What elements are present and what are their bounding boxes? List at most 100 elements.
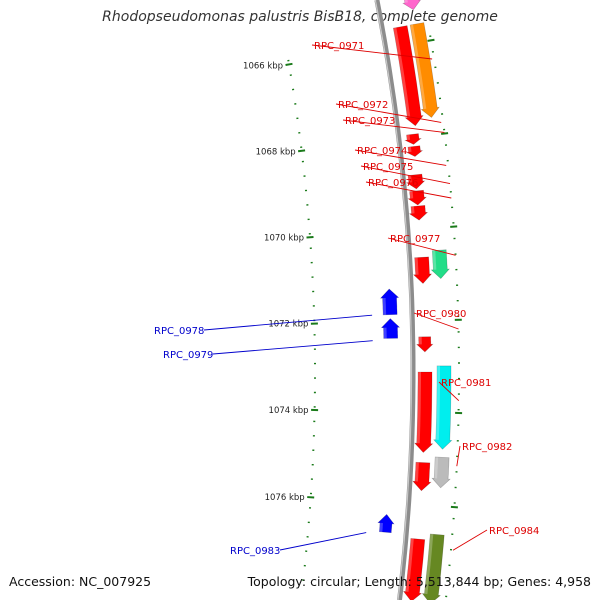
tick-minor bbox=[313, 377, 317, 379]
gene-arrow bbox=[402, 0, 421, 11]
tick-minor bbox=[457, 408, 460, 411]
gene-shading bbox=[432, 250, 437, 270]
tick-major bbox=[454, 318, 462, 321]
tick-minor bbox=[298, 131, 301, 134]
leader-line bbox=[279, 532, 367, 551]
tick-minor bbox=[436, 82, 439, 84]
tick-minor bbox=[311, 276, 314, 278]
tick-minor bbox=[304, 189, 308, 192]
tick-layer: 1066 kbp 1068 kbp 1070 kbp 1072 kbp 1074 kbp… bbox=[243, 35, 463, 598]
gene-shading bbox=[406, 134, 411, 140]
tick-minor bbox=[457, 424, 460, 426]
leader-line bbox=[387, 237, 456, 256]
tick-minor bbox=[448, 564, 451, 567]
gene-label-rpc-0980: RPC_0980 bbox=[416, 309, 466, 320]
tick-minor bbox=[296, 117, 299, 120]
tick-minor bbox=[431, 50, 434, 53]
gene-arrow-rpc-0980 bbox=[416, 336, 434, 353]
leader-line bbox=[413, 312, 459, 330]
tick-minor bbox=[312, 449, 315, 451]
tick-minor bbox=[292, 88, 295, 91]
gene-shading bbox=[424, 534, 434, 595]
leader-line bbox=[452, 529, 488, 551]
tick-minor bbox=[289, 74, 292, 76]
tick-minor bbox=[451, 206, 454, 209]
tick-minor bbox=[446, 159, 449, 162]
tick-minor bbox=[446, 580, 449, 582]
gene-arrow bbox=[431, 456, 451, 489]
tick-minor bbox=[312, 290, 315, 293]
tick-minor bbox=[306, 536, 309, 538]
tick-minor bbox=[310, 478, 313, 480]
leader-line bbox=[203, 314, 373, 331]
gene-arrow bbox=[430, 249, 450, 280]
gene-shading bbox=[418, 336, 422, 345]
gene-arrow-rpc-0976 bbox=[408, 205, 429, 221]
tick-minor bbox=[457, 377, 461, 380]
gene-label-rpc-0972: RPC_0972 bbox=[338, 100, 388, 111]
backbone-layer bbox=[374, 0, 416, 600]
gene-shading bbox=[434, 457, 439, 479]
tick-label: 1074 kbp bbox=[269, 406, 309, 416]
gene-label-rpc-0974: RPC_0974 bbox=[357, 146, 407, 157]
gene-label-rpc-0973: RPC_0973 bbox=[345, 116, 395, 127]
tick-minor bbox=[444, 144, 448, 146]
tick-minor bbox=[301, 160, 304, 163]
gene-arrow bbox=[409, 22, 440, 118]
tick-minor bbox=[305, 550, 308, 552]
tick-minor bbox=[310, 261, 313, 264]
gene-shading bbox=[379, 522, 383, 532]
leader-line bbox=[438, 381, 460, 402]
gene-shading bbox=[408, 175, 412, 183]
label-layer: RPC_0971 RPC_0972 RPC_0973 RPC_0974 RPC_0975… bbox=[154, 41, 539, 557]
leader-line bbox=[456, 445, 461, 467]
tick-minor bbox=[456, 455, 459, 458]
tick-label: 1072 kbp bbox=[268, 320, 308, 330]
tick-minor bbox=[300, 146, 303, 149]
tick-minor bbox=[453, 502, 456, 504]
gene-arrow-rpc-0984 bbox=[402, 538, 426, 600]
tick-minor bbox=[307, 218, 310, 221]
gene-shading bbox=[410, 206, 415, 214]
tick-major bbox=[455, 411, 463, 415]
tick-minor bbox=[456, 299, 459, 302]
gene-label-rpc-0982: RPC_0982 bbox=[462, 442, 512, 453]
tick-minor bbox=[312, 435, 315, 437]
gene-label-rpc-0979: RPC_0979 bbox=[163, 350, 213, 361]
tick-minor bbox=[456, 440, 459, 442]
gene-shading bbox=[405, 538, 414, 592]
map-title: Rhodopseudomonas palustris BisB18, compl… bbox=[102, 9, 498, 25]
gene-arrow-rpc-0981 bbox=[413, 371, 434, 453]
tick-major bbox=[450, 225, 458, 228]
gene-label-rpc-0977: RPC_0977 bbox=[390, 234, 440, 245]
gene-shading bbox=[414, 462, 419, 482]
tick-major bbox=[310, 322, 318, 325]
tick-minor bbox=[303, 564, 306, 567]
leader-line bbox=[311, 44, 433, 60]
tick-minor bbox=[454, 253, 457, 255]
tick-major bbox=[298, 149, 306, 153]
leader-line bbox=[342, 119, 445, 133]
tick-minor bbox=[313, 406, 316, 408]
tick-minor bbox=[443, 128, 446, 131]
gene-arrow-rpc-0978 bbox=[379, 288, 400, 316]
gene-shading bbox=[410, 24, 427, 110]
leader-line bbox=[360, 165, 451, 185]
tick-minor bbox=[456, 284, 459, 286]
gene-shading bbox=[404, 0, 408, 3]
gene-layer bbox=[377, 0, 453, 600]
tick-minor bbox=[311, 463, 314, 466]
tick-minor bbox=[453, 237, 456, 240]
gene-shading bbox=[382, 298, 387, 315]
tick-minor bbox=[455, 268, 458, 271]
gene-label-rpc-0971: RPC_0971 bbox=[314, 41, 364, 52]
tick-major bbox=[306, 235, 314, 239]
gene-shading bbox=[435, 365, 440, 440]
tick-major bbox=[307, 496, 315, 499]
tick-minor bbox=[451, 533, 454, 535]
tick-label: 1068 kbp bbox=[256, 148, 296, 158]
tick-minor bbox=[287, 59, 290, 62]
gene-arrow-rpc-0977 bbox=[412, 256, 433, 284]
gene-label-rpc-0975: RPC_0975 bbox=[363, 162, 413, 173]
tick-minor bbox=[457, 331, 460, 333]
